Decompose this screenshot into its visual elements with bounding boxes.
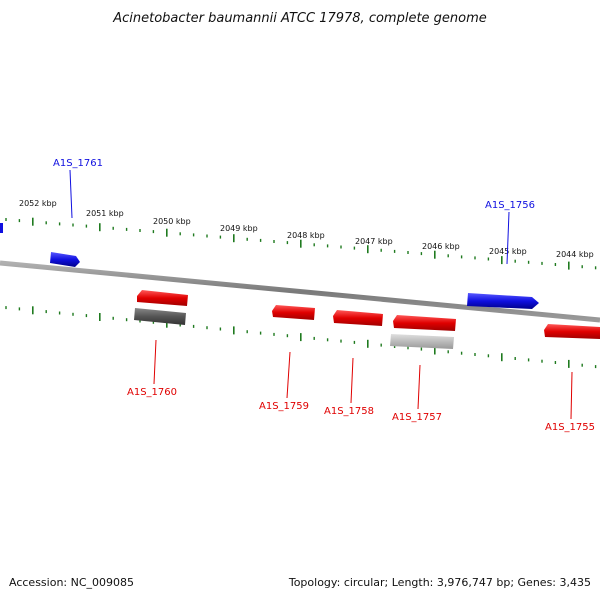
gene-a1s-1761-arrow[interactable] (50, 252, 80, 267)
scale-label-2044: 2044 kbp (556, 250, 594, 259)
gene-a1s-1756-arrow[interactable] (467, 293, 539, 309)
lower-scale-ring (5, 306, 597, 369)
gene-a1s-1757-arrow[interactable] (393, 315, 456, 331)
gene-a1s-1761-leader (69, 169, 73, 219)
genome-backbone (0, 260, 600, 323)
gene-a1s-1760-rna[interactable] (134, 308, 186, 325)
gene-a1s-1759-leader (286, 351, 291, 399)
accession-text: Accession: NC_009085 (9, 576, 134, 589)
gene-a1s-1761[interactable]: A1S_1761 (50, 158, 103, 267)
map-title: Acinetobacter baumannii ATCC 17978, comp… (112, 11, 487, 26)
gene-a1s-1755-leader (570, 371, 573, 420)
gene-a1s-1760[interactable]: A1S_1760 (127, 290, 188, 398)
scale-label-2051: 2051 kbp (86, 209, 124, 218)
gene-a1s-1761-label: A1S_1761 (53, 158, 103, 169)
gene-a1s-1757-leader (417, 364, 421, 410)
scale-label-2048: 2048 kbp (287, 231, 325, 240)
gene-a1s-1755-arrow[interactable] (544, 324, 600, 339)
gene-a1s-1759-label: A1S_1759 (259, 401, 309, 412)
gene-a1s-1758[interactable]: A1S_1758 (324, 310, 383, 417)
gene-a1s-1757-rna[interactable] (390, 334, 454, 349)
gene-a1s-1758-leader (350, 357, 354, 404)
scale-label-2052: 2052 kbp (19, 199, 57, 208)
gene-a1s-1757-label: A1S_1757 (392, 412, 442, 423)
upper-scale-ring (5, 217, 597, 270)
gene-a1s-1757[interactable]: A1S_1757 (390, 315, 456, 423)
gene-a1s-1760-leader (153, 339, 157, 385)
gene-a1s-1756-leader (506, 211, 510, 265)
gene-a1s-1756-label: A1S_1756 (485, 200, 535, 211)
genome-summary-text: Topology: circular; Length: 3,976,747 bp… (288, 576, 591, 589)
scale-label-2046: 2046 kbp (422, 242, 460, 251)
gene-a1s-1760-arrow[interactable] (137, 290, 188, 306)
gene-a1s-1755-label: A1S_1755 (545, 422, 595, 433)
scale-label-2050: 2050 kbp (153, 217, 191, 226)
gene-a1s-1758-label: A1S_1758 (324, 406, 374, 417)
scale-label-2047: 2047 kbp (355, 237, 393, 246)
gene-a1s-1760-label: A1S_1760 (127, 387, 177, 398)
scale-label-2049: 2049 kbp (220, 224, 258, 233)
gene-a1s-1756[interactable]: A1S_1756 (467, 200, 539, 309)
gene-a1s-1759-arrow[interactable] (272, 305, 315, 320)
gene-a1s-1755[interactable]: A1S_1755 (544, 324, 600, 433)
gene-a1s-1759[interactable]: A1S_1759 (259, 305, 315, 412)
gene-a1s-1758-arrow[interactable] (333, 310, 383, 326)
partial-gene-edge (0, 223, 3, 233)
